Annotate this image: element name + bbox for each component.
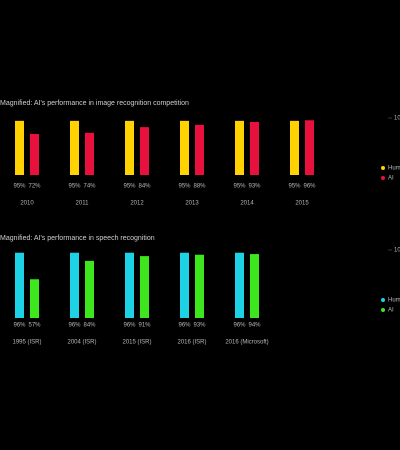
value-label: 96% xyxy=(68,323,81,329)
value-label: 96% xyxy=(303,184,316,190)
bar xyxy=(125,252,134,318)
value-label: 95% xyxy=(13,184,26,190)
x-tick-label: 2011 xyxy=(76,201,90,207)
bar xyxy=(180,120,189,175)
legend-label: AI xyxy=(388,308,394,314)
bar xyxy=(235,252,244,318)
value-label: 93% xyxy=(193,323,206,329)
bar xyxy=(250,254,259,318)
value-label: 93% xyxy=(248,184,261,190)
x-tick-label: 2015 xyxy=(295,201,309,207)
value-label: 96% xyxy=(123,323,136,329)
value-label: 95% xyxy=(288,184,301,190)
value-label: 84% xyxy=(83,323,96,329)
bar xyxy=(250,121,259,175)
x-tick-label: 2013 xyxy=(185,201,199,207)
bar xyxy=(180,252,189,318)
bar xyxy=(85,260,94,318)
x-tick-label: 2004 (ISR) xyxy=(67,340,96,346)
x-tick-label: 2014 xyxy=(240,201,254,207)
legend-label: Human xyxy=(388,166,400,172)
chart-title: Magnified: AI's performance in image rec… xyxy=(0,100,189,107)
y-tick-label: 100% xyxy=(394,116,400,122)
bar xyxy=(305,120,314,175)
value-label: 72% xyxy=(28,184,41,190)
value-label: 96% xyxy=(13,323,26,329)
bar xyxy=(195,254,204,318)
value-label: 95% xyxy=(123,184,136,190)
bar xyxy=(125,120,134,175)
legend-swatch xyxy=(381,176,385,180)
bar xyxy=(15,120,24,175)
value-label: 95% xyxy=(178,184,191,190)
value-label: 95% xyxy=(68,184,81,190)
bar xyxy=(15,252,24,318)
y-tick-label: 100% xyxy=(394,248,400,254)
value-label: 94% xyxy=(248,323,261,329)
x-tick-label: 2015 (ISR) xyxy=(122,340,151,346)
value-label: 95% xyxy=(233,184,246,190)
legend-swatch xyxy=(381,298,385,302)
x-tick-label: 2012 xyxy=(130,201,144,207)
value-label: 88% xyxy=(193,184,206,190)
x-tick-label: 2016 (Microsoft) xyxy=(225,340,268,346)
legend-label: Human xyxy=(388,298,400,304)
bar xyxy=(70,120,79,175)
legend-label: AI xyxy=(388,176,394,182)
chart-title: Magnified: AI's performance in speech re… xyxy=(0,235,155,242)
value-label: 96% xyxy=(178,323,191,329)
x-tick-label: 1995 (ISR) xyxy=(12,340,41,346)
bar xyxy=(195,124,204,175)
bar xyxy=(85,132,94,175)
x-tick-label: 2010 xyxy=(20,201,34,207)
bar xyxy=(140,127,149,175)
bar xyxy=(30,133,39,175)
value-label: 84% xyxy=(138,184,151,190)
bar xyxy=(30,279,39,318)
value-label: 96% xyxy=(233,323,246,329)
bar xyxy=(70,252,79,318)
bar xyxy=(235,120,244,175)
value-label: 57% xyxy=(28,323,41,329)
value-label: 74% xyxy=(83,184,96,190)
legend-swatch xyxy=(381,308,385,312)
bar xyxy=(290,120,299,175)
x-tick-label: 2016 (ISR) xyxy=(177,340,206,346)
legend-swatch xyxy=(381,166,385,170)
value-label: 91% xyxy=(138,323,151,329)
bar xyxy=(140,256,149,318)
